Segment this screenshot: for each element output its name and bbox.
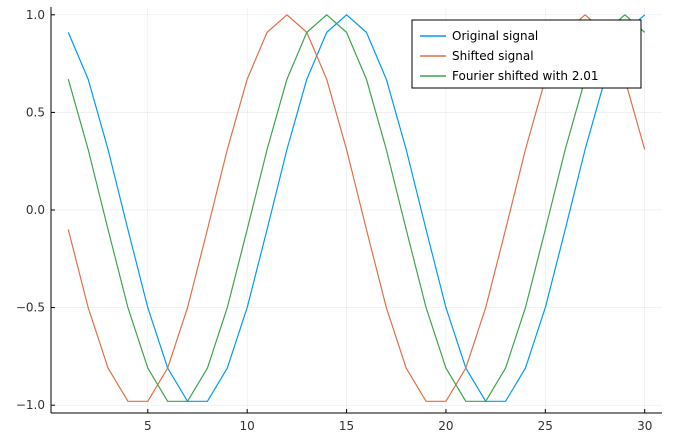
grid [51, 7, 662, 413]
x-tick-label: 25 [538, 419, 553, 433]
series-line-3 [67, 14, 646, 402]
legend-box [411, 19, 642, 89]
x-tick-label: 30 [637, 419, 652, 433]
series-line-1 [67, 14, 646, 402]
y-tick-label: −0.5 [16, 301, 45, 315]
x-tick-label: 15 [339, 419, 354, 433]
legend-label: Shifted signal [452, 49, 534, 63]
y-tick-label: 1.0 [26, 8, 45, 22]
tick-labels: 5 10 15 20 25 30 −1.0 −0.5 0.0 0.5 1.0 [16, 8, 652, 433]
legend-label: Fourier shifted with 2.01 [452, 69, 599, 83]
legend-label: Original signal [452, 29, 538, 43]
y-tick-label: −1.0 [16, 398, 45, 412]
x-tick-label: 5 [144, 419, 152, 433]
axes [50, 7, 662, 414]
x-tick-label: 20 [438, 419, 453, 433]
y-tick-label: 0.0 [26, 203, 45, 217]
legend: Original signal Shifted signal Fourier shi… [411, 19, 642, 89]
x-tick-label: 10 [240, 419, 255, 433]
y-tick-label: 0.5 [26, 105, 45, 119]
